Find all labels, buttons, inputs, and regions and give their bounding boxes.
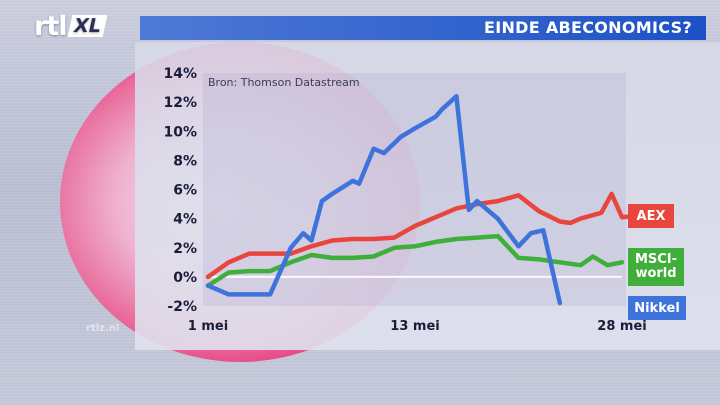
y-axis-ticks: -2% 0% 2% 4% 6% 8% 10% 12% 14% <box>163 66 197 315</box>
channel-logo: rtl XL <box>34 10 108 42</box>
plot-area <box>203 73 626 306</box>
chart-title: EINDE ABECONOMICS? <box>483 18 692 37</box>
title-bar: EINDE ABECONOMICS? <box>140 16 706 40</box>
y-tick-label: 12% <box>163 95 197 111</box>
legend-aex: AEX <box>628 204 674 228</box>
x-axis-ticks: 1 mei 13 mei 28 mei <box>188 319 647 334</box>
y-tick-label: 10% <box>163 124 197 140</box>
y-tick-label: 14% <box>163 66 197 82</box>
series-line-nikkel <box>205 94 563 306</box>
y-tick-label: 4% <box>173 212 197 228</box>
logo-text: rtl <box>34 10 67 42</box>
y-tick-label: 8% <box>173 153 197 169</box>
legend-msci-world: MSCI-world <box>628 248 684 286</box>
legend-nikkel-label: Nikkel <box>634 300 680 316</box>
x-tick-label: 28 mei <box>597 319 646 334</box>
chart-source: Bron: Thomson Datastream <box>208 76 360 89</box>
legend-aex-label: AEX <box>636 208 666 224</box>
y-tick-label: 2% <box>173 241 197 257</box>
footer-watermark: rtlz.nl <box>86 323 120 334</box>
x-tick-label: 1 mei <box>188 319 228 334</box>
y-tick-label: 0% <box>173 270 197 286</box>
x-tick-label: 13 mei <box>390 319 439 334</box>
legend-nikkel: Nikkel <box>628 296 686 320</box>
chart-panel-background <box>135 42 720 350</box>
y-tick-label: -2% <box>167 299 197 315</box>
legend-msci-label: MSCI-world <box>634 252 678 281</box>
series-lines <box>205 94 641 306</box>
y-tick-label: 6% <box>173 183 197 199</box>
